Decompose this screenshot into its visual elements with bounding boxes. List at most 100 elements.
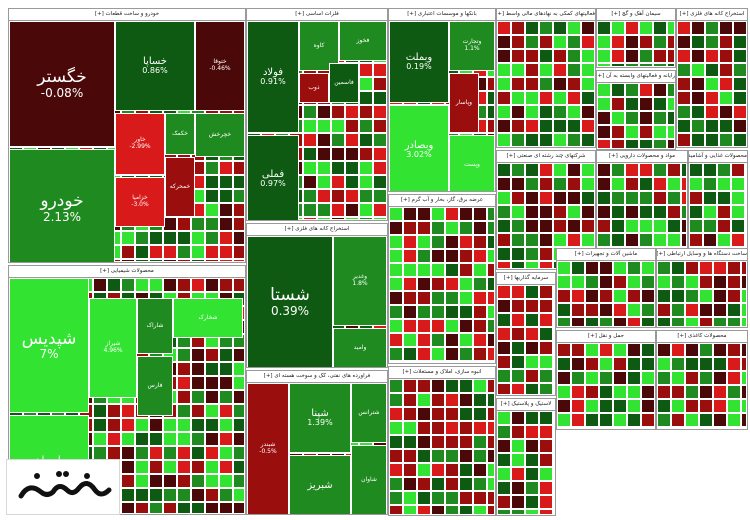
tile[interactable] <box>177 348 191 362</box>
tile[interactable] <box>539 299 553 313</box>
tile-0-8[interactable]: خچرخش <box>195 113 245 157</box>
tile[interactable] <box>233 278 245 292</box>
tile[interactable] <box>597 219 611 233</box>
tile-2-0[interactable]: فولاد 0.91% <box>247 21 299 133</box>
tile[interactable] <box>511 219 525 233</box>
tile-0-0[interactable]: خگستر -0.08% <box>9 21 115 147</box>
tile[interactable] <box>473 207 487 221</box>
tile[interactable] <box>567 63 581 77</box>
tile[interactable] <box>705 105 719 119</box>
tile[interactable] <box>611 83 625 97</box>
tile-5-1[interactable]: وتجارت 1.1% <box>449 21 495 71</box>
tile[interactable] <box>359 133 373 147</box>
tile[interactable] <box>191 432 205 446</box>
tile[interactable] <box>539 481 553 495</box>
tile[interactable] <box>473 235 487 249</box>
tile[interactable] <box>163 418 177 432</box>
tile[interactable] <box>611 35 625 49</box>
tile[interactable] <box>741 303 747 317</box>
tile[interactable] <box>741 385 747 399</box>
tile[interactable] <box>667 97 675 111</box>
tile[interactable] <box>445 463 459 477</box>
tile[interactable] <box>487 505 495 515</box>
tile[interactable] <box>389 393 403 407</box>
tile[interactable] <box>135 502 149 514</box>
tile[interactable] <box>571 413 585 427</box>
tile[interactable] <box>389 235 403 249</box>
tile[interactable] <box>403 305 417 319</box>
tile[interactable] <box>177 390 191 404</box>
tile[interactable] <box>177 418 191 432</box>
tile[interactable] <box>135 446 149 460</box>
tile[interactable] <box>539 247 553 261</box>
tile[interactable] <box>403 333 417 347</box>
tile[interactable] <box>317 105 331 119</box>
tile[interactable] <box>639 83 653 97</box>
tile[interactable] <box>571 289 585 303</box>
tile[interactable] <box>177 362 191 376</box>
tile[interactable] <box>525 439 539 453</box>
tile[interactable] <box>727 343 741 357</box>
tile[interactable] <box>345 133 359 147</box>
tile[interactable] <box>685 303 699 317</box>
tile[interactable] <box>205 418 219 432</box>
tile[interactable] <box>671 399 685 413</box>
tile-2-3[interactable]: فخوز <box>339 21 387 61</box>
tile[interactable] <box>525 453 539 467</box>
tile[interactable] <box>699 275 713 289</box>
tile[interactable] <box>121 432 135 446</box>
tile[interactable] <box>191 404 205 418</box>
tile[interactable] <box>317 119 331 133</box>
tile[interactable] <box>525 481 539 495</box>
tile[interactable] <box>303 189 317 203</box>
tile[interactable] <box>571 303 585 317</box>
tile[interactable] <box>163 259 177 262</box>
tile[interactable] <box>567 163 581 177</box>
tile[interactable] <box>699 317 713 327</box>
tile[interactable] <box>611 97 625 111</box>
tile[interactable] <box>233 502 245 514</box>
tile[interactable] <box>417 263 431 277</box>
tile[interactable] <box>497 453 511 467</box>
tile[interactable] <box>581 91 595 105</box>
tile[interactable] <box>403 393 417 407</box>
tile[interactable] <box>317 217 331 220</box>
tile[interactable] <box>613 413 627 427</box>
tile[interactable] <box>511 233 525 247</box>
tile[interactable] <box>731 177 745 191</box>
tile[interactable] <box>331 133 345 147</box>
tile[interactable] <box>599 413 613 427</box>
tile[interactable] <box>511 299 525 313</box>
tile[interactable] <box>525 299 539 313</box>
tile[interactable] <box>487 449 495 463</box>
tile[interactable] <box>657 343 671 357</box>
tile[interactable] <box>741 371 747 385</box>
tile[interactable] <box>497 177 511 191</box>
tile[interactable] <box>525 313 539 327</box>
tile[interactable] <box>653 219 667 233</box>
tile[interactable] <box>205 390 219 404</box>
tile[interactable] <box>511 205 525 219</box>
tile[interactable] <box>599 317 613 327</box>
tile[interactable] <box>525 77 539 91</box>
tile-4-2[interactable]: شبریز <box>289 455 351 514</box>
tile[interactable] <box>459 379 473 393</box>
tile[interactable] <box>553 105 567 119</box>
tile[interactable] <box>653 191 667 205</box>
tile[interactable] <box>657 371 671 385</box>
tile[interactable] <box>719 77 733 91</box>
tile[interactable] <box>219 446 233 460</box>
tile[interactable] <box>713 399 727 413</box>
tile[interactable] <box>149 278 163 292</box>
tile[interactable] <box>417 393 431 407</box>
tile[interactable] <box>689 233 703 247</box>
tile[interactable] <box>699 289 713 303</box>
tile[interactable] <box>597 177 611 191</box>
tile[interactable] <box>473 291 487 305</box>
tile[interactable] <box>677 105 691 119</box>
tile[interactable] <box>487 305 495 319</box>
tile[interactable] <box>149 245 163 259</box>
tile[interactable] <box>163 474 177 488</box>
tile[interactable] <box>567 35 581 49</box>
sector-11[interactable]: رایانه و فعالیتهای وابسته به آن [+] <box>596 70 676 150</box>
